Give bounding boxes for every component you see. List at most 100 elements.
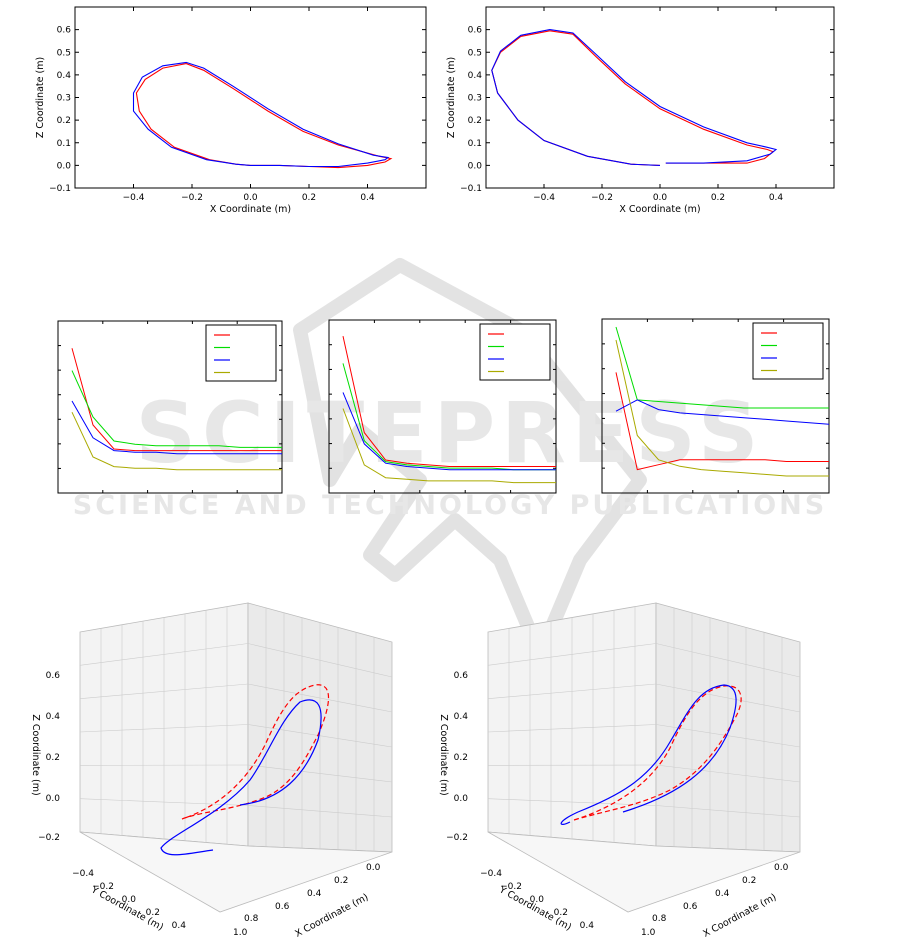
x-tick-label: 0.8 [244,914,259,924]
series-line [342,392,556,471]
y-tick-label: 0.0 [530,895,545,905]
x-tick-label: −0.2 [181,193,203,203]
series-line [342,335,556,467]
plot-frame [57,320,283,494]
y-tick-label: 0.0 [122,895,137,905]
axis-pane [79,831,393,913]
z-axis-label: Z Coordinate (m) [438,714,449,795]
series-line [615,326,829,409]
chart-top-left: −0.4 −0.2 0.0 0.2 0.4 −0.1 0.0 0.1 0.2 0.3 0.4 0.5 0… [35,6,427,215]
legend-box [205,324,277,382]
z-tick-label: −0.2 [446,833,468,843]
x-tick-label: 0.2 [742,876,756,886]
y-axis-label: Z Coordinate (m) [35,57,46,138]
grid-line [79,683,249,699]
y-tick-label: −0.2 [92,882,114,892]
x-tick-label: 0.4 [769,193,784,203]
z-tick-label: 0.6 [46,671,61,681]
z-tick-label: 0.2 [454,753,468,763]
series-line [71,411,282,471]
grid-line [79,798,249,806]
legend-box [752,322,824,380]
x-tick-label: −0.2 [591,193,613,203]
grid-line [79,724,249,733]
z-tick-label: 0.0 [454,794,469,804]
x-tick-label: 0.8 [652,914,667,924]
grid-line [247,764,393,783]
y-tick-label: −0.4 [480,869,502,879]
y-tick-label: −0.1 [460,184,482,194]
y-tick-label: 0.5 [468,48,482,58]
x-tick-label: 0.0 [366,863,381,873]
y-tick-label: 0.1 [57,139,71,149]
chart-top-right: −0.4 −0.2 0.0 0.2 0.4 −0.1 0.0 0.1 0.2 0.3 0.4 0.5 0… [446,6,835,215]
y-tick-label: 0.6 [57,26,72,36]
y-tick-label: 0.2 [468,116,482,126]
y-tick-label: 0.2 [554,908,568,918]
y-tick-label: 0.3 [468,94,482,104]
x-axis-label: X Coordinate (m) [701,892,778,940]
plot-frame [601,318,830,494]
plot-frame [328,319,557,494]
series-line [71,400,282,455]
y-tick-label: 0.4 [580,921,595,931]
grid-line [247,643,393,678]
series-line [342,408,556,484]
z-tick-label: 0.4 [46,712,61,722]
y-tick-label: 0.4 [468,71,483,81]
watermark-title: SCITEPRESS [136,384,765,482]
y-tick-label: 0.4 [172,921,187,931]
y-tick-label: −0.2 [500,882,522,892]
y-axis-label: Z Coordinate (m) [446,57,457,138]
x-axis-label: X Coordinate (m) [210,204,291,215]
trajectory-series-line [132,61,390,168]
grid-line [247,724,393,748]
series-line [615,339,829,477]
grid-line [487,798,657,806]
x-tick-label: 0.6 [683,902,698,912]
legend-box [479,323,551,381]
series-line [615,399,830,425]
y-tick-label: 0.0 [468,161,483,171]
grid-line [79,643,249,666]
chart-middle-right [601,318,830,494]
y-tick-label: −0.1 [49,184,71,194]
axis-pane [487,831,801,913]
grid-line [655,805,801,818]
series-line [71,348,282,452]
grid-line [655,643,801,678]
x-tick-label: 0.4 [307,889,322,899]
y-tick-label: 0.2 [146,908,160,918]
x-tick-label: 0.2 [334,876,348,886]
x-tick-label: 0.4 [360,193,375,203]
chart-bottom-left-3d: −0.2 0.0 0.2 0.4 0.6 Z Coordinate (m) −0.4 −0.2… [30,602,393,940]
trajectory-dashed-line [181,684,330,820]
plot-frame [485,6,835,189]
y-tick-label: 0.3 [57,94,71,104]
grid-line [487,683,657,699]
z-tick-label: −0.2 [38,833,60,843]
x-axis-label: X Coordinate (m) [619,204,700,215]
grid-line [487,643,657,666]
trajectory-series-line [135,63,393,169]
trajectory-series-line [491,29,778,166]
x-axis-label: X Coordinate (m) [293,892,370,940]
series-line [615,372,829,471]
y-tick-label: 0.4 [57,71,72,81]
x-tick-label: 0.4 [715,889,730,899]
trajectory-dashed-line [573,685,742,821]
y-tick-label: 0.0 [57,161,72,171]
chart-bottom-right-3d: −0.2 0.0 0.2 0.4 0.6 Z Coordinate (m) −0.4 −0.2… [438,602,801,940]
series-line [71,370,282,448]
z-tick-label: 0.2 [46,753,60,763]
x-tick-label: 0.0 [653,193,668,203]
y-tick-label: 0.5 [57,48,71,58]
grid-line [655,764,801,783]
y-tick-label: 0.2 [57,116,71,126]
watermark-subtitle: SCIENCE AND TECHNOLOGY PUBLICATIONS [73,490,827,521]
x-tick-label: 0.2 [302,193,316,203]
grid-line [487,724,657,733]
z-tick-label: 0.6 [454,671,469,681]
x-tick-label: 0.6 [275,902,290,912]
trajectory-solid-line [560,684,737,825]
